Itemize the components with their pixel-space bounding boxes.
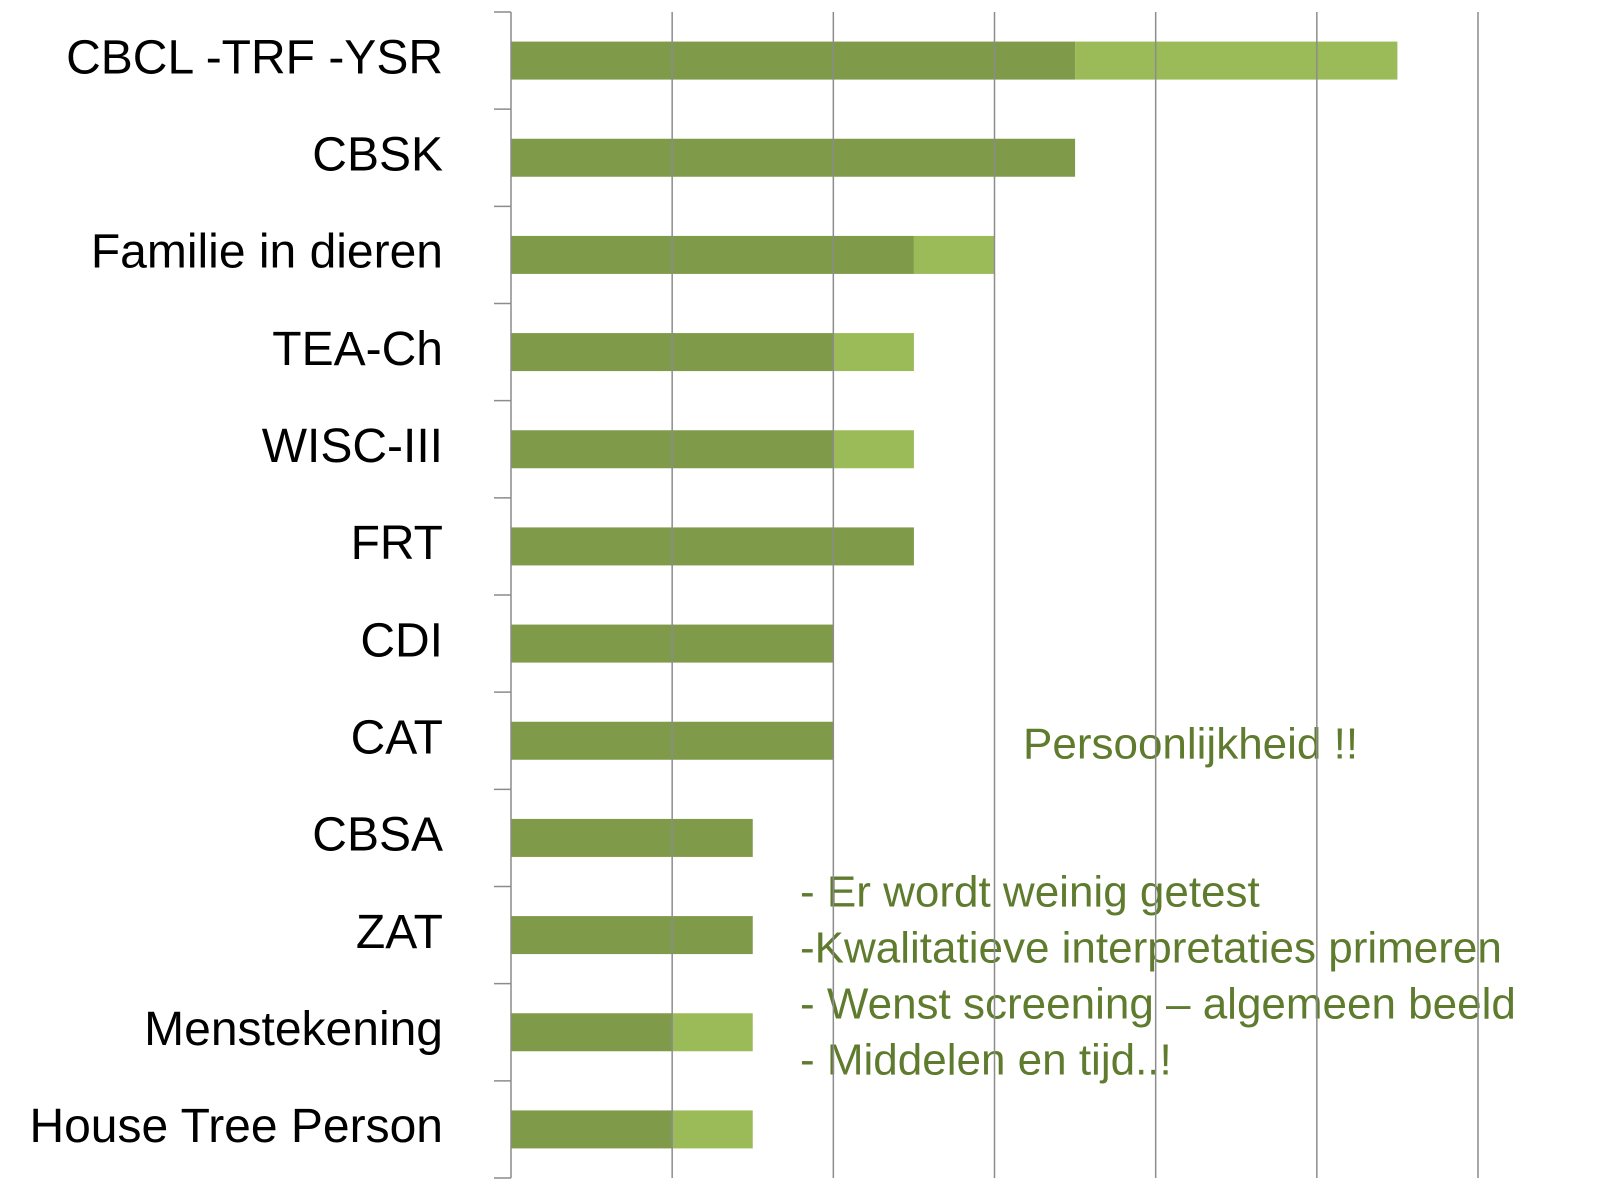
y-tick-label: ZAT bbox=[356, 906, 443, 959]
bar-segment bbox=[511, 138, 1076, 177]
annotation: Persoonlijkheid !! bbox=[1023, 720, 1358, 769]
bar-segment bbox=[1075, 41, 1398, 80]
bar-segment bbox=[833, 430, 914, 469]
y-tick-label: CBCL -TRF -YSR bbox=[66, 31, 443, 84]
annotation: -Kwalitatieve interpretaties primeren bbox=[800, 924, 1502, 973]
y-tick-label: Familie in dieren bbox=[91, 226, 443, 279]
annotation: - Wenst screening – algemeen beeld bbox=[800, 980, 1516, 1029]
y-tick-label: CBSA bbox=[312, 809, 443, 862]
bar-segment bbox=[511, 235, 914, 274]
bar-segment bbox=[511, 1013, 673, 1052]
bar-segment bbox=[672, 1110, 753, 1149]
y-tick-label: Menstekening bbox=[144, 1003, 443, 1056]
y-tick-label: WISC-III bbox=[262, 420, 443, 473]
y-tick-label: CAT bbox=[351, 711, 443, 764]
bar-segment bbox=[511, 916, 753, 955]
bar-segment bbox=[913, 235, 995, 274]
y-tick-label: FRT bbox=[351, 517, 443, 570]
annotation: - Er wordt weinig getest bbox=[800, 868, 1260, 917]
annotation: - Middelen en tijd..! bbox=[800, 1036, 1172, 1085]
bar-segment bbox=[672, 1013, 753, 1052]
y-tick-label: CDI bbox=[360, 614, 443, 667]
bar-segment bbox=[511, 818, 753, 857]
bar-segment bbox=[833, 333, 914, 372]
bar-segment bbox=[511, 1110, 673, 1149]
bar-segment bbox=[511, 527, 914, 566]
y-tick-label: House Tree Person bbox=[29, 1100, 443, 1153]
bar-segment bbox=[511, 41, 1076, 80]
y-tick-label: CBSK bbox=[312, 128, 443, 181]
y-tick-label: TEA-Ch bbox=[272, 323, 443, 376]
